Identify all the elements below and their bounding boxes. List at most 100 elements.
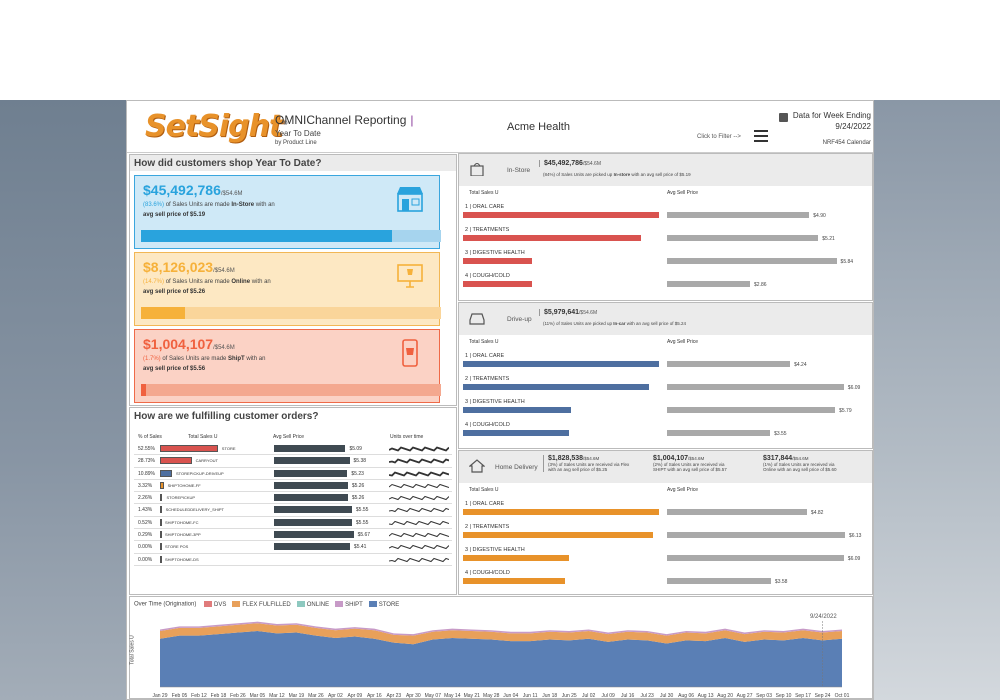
channel-amount-value: $45,492,786 [544, 160, 583, 167]
units-bar[interactable] [463, 578, 565, 584]
price-bar[interactable] [667, 430, 771, 436]
setsight-logo: SetSight® [145, 109, 288, 144]
row-channel-name: SHIPTOHOME-3PP [165, 532, 201, 538]
channel-note: (11%) of Sales Units are picked up In-ca… [543, 321, 686, 326]
fulfill-row[interactable]: 0.00% STORE POS $5.41 [134, 541, 452, 554]
col-total-sales-u: Total Sales U [469, 190, 499, 196]
units-bar[interactable] [463, 407, 571, 413]
channel-header: Home Delivery $1,828,538/$54.6M (3%) of Sa… [459, 451, 872, 483]
fulfill-row[interactable]: 3.32% SHIPTOHOME-FF $5.26 [134, 480, 452, 493]
filter-menu-icon[interactable] [754, 130, 768, 142]
category-label: 1 | ORAL CARE [465, 353, 505, 359]
x-tick-label: Jul 02 [582, 693, 596, 699]
units-bar[interactable] [463, 532, 654, 538]
fulfill-row[interactable]: 0.29% SHIPTOHOME-3PP $5.67 [134, 529, 452, 542]
units-bar[interactable] [463, 258, 532, 264]
col-units-time: Units over time [390, 434, 424, 440]
units-bar[interactable] [463, 430, 569, 436]
price-value: $6.09 [847, 556, 861, 562]
fulfill-table: 52.55% STORE $5.09 28.73% CARRYOUT $5.38 10.89… [134, 443, 452, 566]
computer-icon [397, 264, 423, 288]
price-bar[interactable] [667, 281, 751, 287]
fulfill-row[interactable]: 1.43% SCHEDULEDDELIVERY_SHIPT $5.55 [134, 504, 452, 517]
row-price-bar [274, 494, 348, 502]
price-bar[interactable] [667, 532, 845, 538]
shop-panel: How did customers shop Year To Date? $45… [129, 154, 457, 406]
x-tick-label: Apr 23 [386, 693, 401, 699]
area-series-flex-fulfilled[interactable] [160, 623, 842, 645]
x-tick-label: Mar 05 [250, 693, 266, 699]
legend-label[interactable]: SHIPT [345, 601, 363, 608]
x-tick-label: May 21 [464, 693, 481, 699]
kpi-line1: of Sales Units are made [165, 279, 230, 285]
note-bold: In-car [613, 321, 626, 326]
fulfill-row[interactable]: 0.52% SHIPTOHOME-FC $5.55 [134, 517, 452, 530]
category-label: 3 | DIGESTIVE HEALTH [465, 547, 525, 553]
note-text-2: with an avg sell price of $5.19 [631, 172, 691, 177]
fulfill-row[interactable]: 2.26% STOREPICKUP $5.26 [134, 492, 452, 505]
area-series-store[interactable] [160, 631, 842, 687]
price-value: $2.86 [754, 282, 767, 288]
units-bar[interactable] [463, 384, 650, 390]
row-sparkline [389, 483, 449, 488]
price-bar[interactable] [667, 212, 810, 218]
price-bar[interactable] [667, 509, 807, 515]
x-tick-label: May 07 [425, 693, 442, 699]
x-tick-label: Sep 10 [776, 693, 792, 699]
kpi-total: /$54.6M [220, 191, 243, 197]
kpi-amount: $1,004,107/$54.6M [143, 336, 235, 352]
price-bar[interactable] [667, 361, 791, 367]
kpi-progress-track [141, 384, 441, 396]
units-bar[interactable] [463, 212, 659, 218]
x-tick-label: Jun 25 [562, 693, 577, 699]
kpi-tile-1[interactable]: $45,492,786/$54.6M (83.6%) of Sales Units… [134, 175, 441, 249]
legend-label[interactable]: ONLINE [306, 601, 330, 608]
kpi-line2: avg sell price of $5.56 [143, 366, 206, 372]
kpi-line2: avg sell price of $5.26 [143, 289, 206, 295]
row-channel-name: SHIPTOHOME-FF [167, 482, 201, 488]
row-pct: 10.89% [138, 470, 155, 477]
row-pct: 2.26% [138, 495, 153, 502]
channel-amount: $5,979,641/$54.6M [539, 309, 597, 316]
units-bar[interactable] [463, 509, 659, 515]
report-subtitle: Year To Date [275, 129, 321, 138]
price-bar[interactable] [667, 407, 836, 413]
x-tick-label: Apr 02 [328, 693, 343, 699]
units-bar[interactable] [463, 281, 532, 287]
fulfill-row[interactable]: 28.73% CARRYOUT $5.38 [134, 455, 452, 468]
fulfill-row[interactable]: 0.00% SHIPTOHOME-DS [134, 554, 452, 566]
fulfill-row[interactable]: 52.55% STORE $5.09 [134, 443, 452, 456]
kpi-amount: $45,492,786/$54.6M [143, 182, 243, 198]
price-bar[interactable] [667, 235, 819, 241]
units-bar[interactable] [463, 235, 642, 241]
legend-label[interactable]: FLEX FULFILLED [242, 601, 291, 608]
kpi-tile-3[interactable]: $1,004,107/$54.6M (1.7%) of Sales Units a… [134, 329, 441, 403]
legend-label[interactable]: STORE [378, 601, 400, 608]
units-bar[interactable] [463, 555, 569, 561]
channel-label: In-Store [507, 167, 531, 174]
price-bar[interactable] [667, 578, 771, 584]
channel-label: Home Delivery [495, 464, 538, 471]
price-value: $6.09 [847, 385, 861, 391]
price-value: $6.13 [848, 533, 862, 539]
price-value: $3.58 [774, 579, 788, 585]
price-bar[interactable] [667, 258, 837, 264]
sub-amount: $1,828,538 [548, 455, 584, 462]
home-icon [469, 459, 485, 473]
row-sparkline [389, 533, 449, 538]
fulfill-row[interactable]: 10.89% STOREPICKUP-DRIVEUP $5.23 [134, 468, 452, 480]
kpi-tile-2[interactable]: $8,126,023/$54.6M (14.7%) of Sales Units … [134, 252, 441, 326]
row-price: $5.26 [351, 495, 365, 502]
bag-icon [470, 163, 484, 176]
col-total-sales-u: Total Sales U [469, 487, 499, 493]
note-text-2: with an avg sell price of $5.24 [626, 321, 687, 326]
legend-label[interactable]: DVS [214, 601, 227, 608]
row-sparkline [389, 471, 449, 477]
sub-total: /$54.6M [583, 456, 600, 461]
price-bar[interactable] [667, 384, 844, 390]
units-bar[interactable] [463, 361, 659, 367]
sub-line1: (1%) of Sales Units are received via [763, 462, 835, 467]
x-tick-label: Jun 18 [542, 693, 557, 699]
price-bar[interactable] [667, 555, 844, 561]
x-tick-label: Sep 17 [795, 693, 811, 699]
